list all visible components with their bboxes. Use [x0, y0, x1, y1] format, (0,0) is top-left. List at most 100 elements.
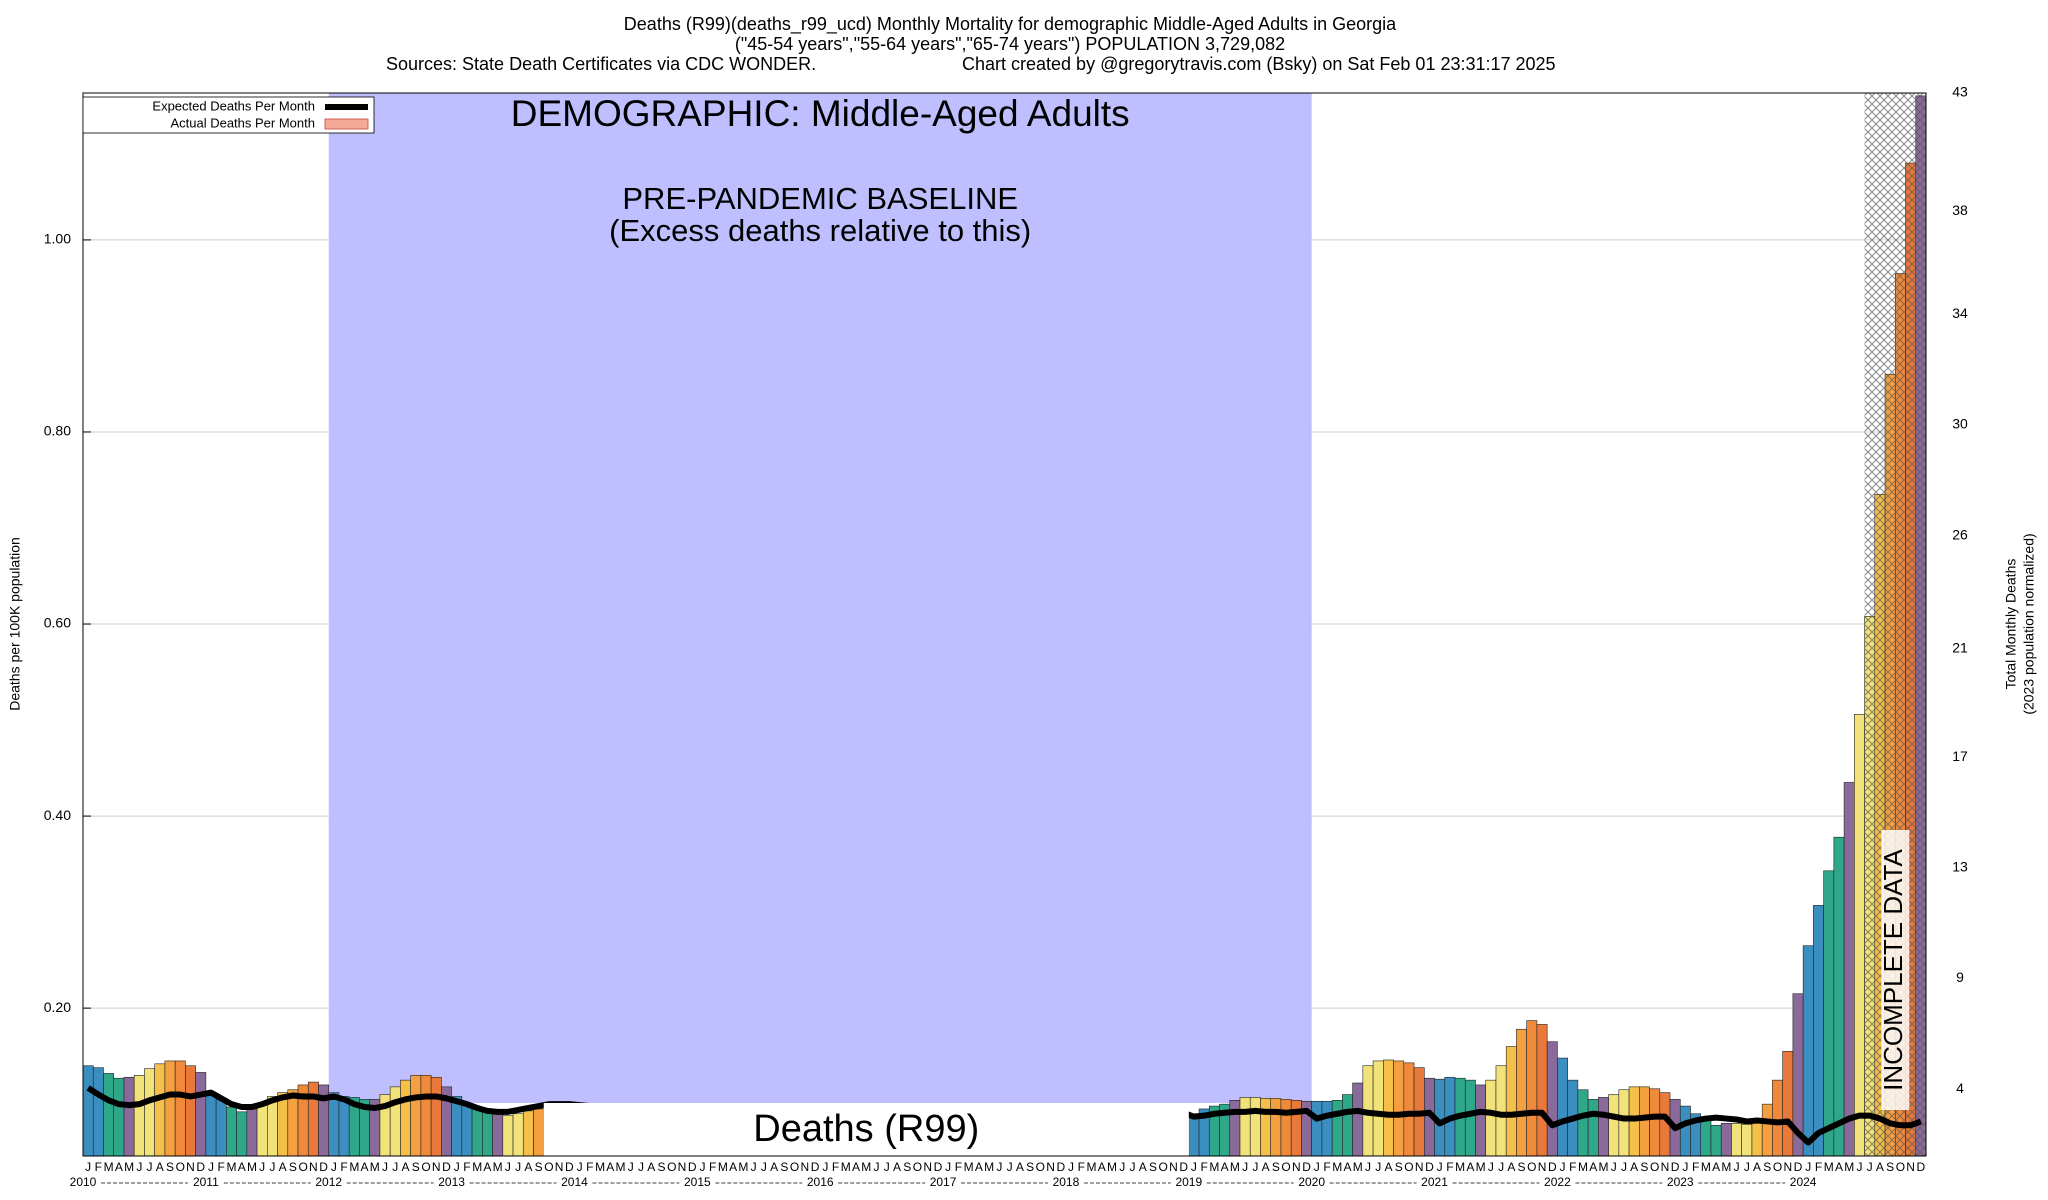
x-tick-label: J [1437, 1160, 1443, 1174]
x-tick-label: N [801, 1160, 810, 1174]
bar [533, 1108, 545, 1157]
x-tick-label: O [790, 1160, 799, 1174]
x-tick-label: J [1068, 1160, 1074, 1174]
x-tick-label: F [709, 1160, 716, 1174]
bar [1598, 1097, 1609, 1157]
bar [1342, 1094, 1353, 1157]
bar [1813, 905, 1824, 1157]
x-tick-label: F [463, 1160, 470, 1174]
x-tick-label: M [841, 1160, 851, 1174]
x-tick-label: M [1107, 1160, 1117, 1174]
x-tick-label: O [421, 1160, 430, 1174]
x-tick-label: N [1169, 1160, 1178, 1174]
x-tick-label: F [1323, 1160, 1330, 1174]
x-tick-label: D [1794, 1160, 1803, 1174]
x-tick-label: M [226, 1160, 236, 1174]
x-tick-label: M [1353, 1160, 1363, 1174]
annotation: INCOMPLETE DATA [1878, 848, 1908, 1090]
x-tick-label: M [1230, 1160, 1240, 1174]
x-tick-label: A [1507, 1160, 1515, 1174]
x-tick-label: A [1139, 1160, 1147, 1174]
bar [1311, 1100, 1323, 1157]
bar [1485, 1079, 1497, 1157]
x-tick-label: M [493, 1160, 503, 1174]
x-tick-label: A [1589, 1160, 1597, 1174]
x-tick-label: A [1466, 1160, 1474, 1174]
bar [185, 1065, 196, 1157]
x-tick-label: J [1129, 1160, 1135, 1174]
x-tick-label: J [515, 1160, 521, 1174]
y2-axis-label: Total Monthly Deaths [2003, 559, 2019, 690]
x-tick-label: D [1425, 1160, 1434, 1174]
bar [1854, 713, 1865, 1157]
x-tick-label: F [586, 1160, 593, 1174]
legend-label: Expected Deaths Per Month [152, 98, 315, 113]
x-tick-label: M [1209, 1160, 1219, 1174]
x-tick-label: J [945, 1160, 951, 1174]
bar [1843, 782, 1855, 1157]
year-label: 2024 [1790, 1175, 1817, 1189]
x-tick-label: F [832, 1160, 839, 1174]
x-tick-label: F [95, 1160, 102, 1174]
x-tick-label: O [1527, 1160, 1536, 1174]
y-tick-label: 0.60 [44, 615, 71, 631]
x-tick-label: J [1682, 1160, 1688, 1174]
x-tick-label: A [1712, 1160, 1720, 1174]
x-tick-label: M [124, 1160, 134, 1174]
x-tick-label: J [1498, 1160, 1504, 1174]
x-tick-label: N [1292, 1160, 1301, 1174]
x-tick-label: M [247, 1160, 257, 1174]
x-tick-label: J [1119, 1160, 1125, 1174]
bar [512, 1113, 524, 1157]
x-tick-label: J [884, 1160, 890, 1174]
x-tick-label: M [1578, 1160, 1588, 1174]
y2-tick-label: 9 [1956, 969, 1964, 985]
bar [215, 1099, 227, 1157]
x-tick-label: F [955, 1160, 962, 1174]
x-tick-label: M [1598, 1160, 1608, 1174]
x-tick-label: J [269, 1160, 275, 1174]
y-tick-label: 0.80 [44, 423, 71, 439]
x-tick-label: M [984, 1160, 994, 1174]
x-tick-label: O [1773, 1160, 1782, 1174]
y2-tick-label: 38 [1952, 202, 1968, 218]
x-tick-label: A [483, 1160, 491, 1174]
bar [1383, 1059, 1394, 1157]
bar [1280, 1099, 1292, 1157]
year-label: 2010 [70, 1175, 97, 1189]
x-tick-label: O [1159, 1160, 1168, 1174]
bar [1229, 1100, 1241, 1157]
year-label: 2016 [807, 1175, 834, 1189]
chart-subtitle: ("45-54 years","55-64 years","65-74 year… [735, 34, 1285, 54]
x-tick-label: J [1191, 1160, 1197, 1174]
bar [236, 1111, 248, 1157]
source: Sources: State Death Certificates via CD… [386, 54, 816, 74]
bar [1239, 1097, 1251, 1157]
x-tick-label: J [1488, 1160, 1494, 1174]
x-tick-label: J [1744, 1160, 1750, 1174]
x-tick-label: M [595, 1160, 605, 1174]
bar [1464, 1079, 1476, 1157]
x-tick-label: O [1650, 1160, 1659, 1174]
x-tick-label: D [442, 1160, 451, 1174]
y-tick-label: 1.00 [44, 231, 71, 247]
x-tick-label: N [1046, 1160, 1055, 1174]
bar [430, 1076, 442, 1157]
x-tick-label: D [688, 1160, 697, 1174]
x-tick-label: J [996, 1160, 1002, 1174]
x-tick-label: O [1404, 1160, 1413, 1174]
x-tick-label: M [349, 1160, 359, 1174]
x-tick-label: M [718, 1160, 728, 1174]
x-tick-label: A [1221, 1160, 1229, 1174]
bar [1249, 1097, 1261, 1157]
x-tick-label: A [402, 1160, 410, 1174]
x-tick-label: M [964, 1160, 974, 1174]
x-tick-label: A [893, 1160, 901, 1174]
bar [410, 1075, 422, 1157]
x-tick-label: M [104, 1160, 114, 1174]
x-tick-label: J [85, 1160, 91, 1174]
bar [338, 1096, 350, 1157]
bar [1536, 1024, 1548, 1157]
year-label: 2017 [930, 1175, 957, 1189]
